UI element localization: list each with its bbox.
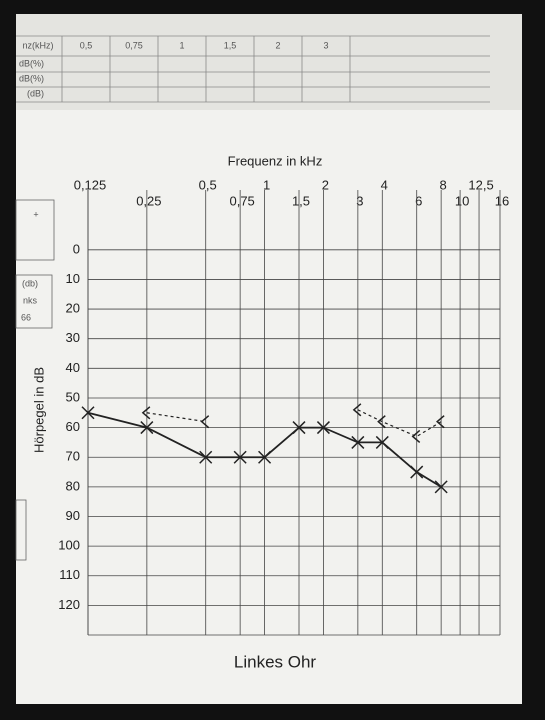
data-point xyxy=(377,415,386,429)
side-box xyxy=(15,499,27,561)
data-point xyxy=(292,421,306,435)
x-tick-label: 2 xyxy=(322,177,329,192)
data-point xyxy=(258,450,272,464)
data-point xyxy=(435,415,445,429)
data-point xyxy=(233,450,247,464)
table-row-label: (dB) xyxy=(27,88,44,98)
series-line xyxy=(146,409,442,438)
table-cell: 0,5 xyxy=(80,40,93,50)
table-cell: 3 xyxy=(323,40,328,50)
x-axis-label: Frequenz in kHz xyxy=(228,153,323,168)
x-tick-label: 3 xyxy=(356,193,363,208)
data-point xyxy=(200,415,210,429)
x-tick-label: 1,5 xyxy=(292,193,310,208)
x-tick-label: 0,125 xyxy=(74,177,107,192)
table-row-label: dB(%) xyxy=(19,73,44,83)
data-point xyxy=(352,403,362,417)
y-tick-label: 70 xyxy=(66,449,80,464)
y-tick-label: 100 xyxy=(58,538,80,553)
x-tick-label: 6 xyxy=(415,193,422,208)
data-point xyxy=(351,435,365,449)
data-point xyxy=(199,450,213,464)
data-point xyxy=(410,465,424,479)
side-box xyxy=(15,199,55,261)
y-tick-label: 80 xyxy=(66,478,80,493)
table-cell: 1 xyxy=(179,40,184,50)
side-fragment: (db) xyxy=(22,278,38,288)
table-cell: nz(kHz) xyxy=(23,40,54,50)
y-axis-label: Hörpegel in dB xyxy=(31,367,46,453)
y-tick-label: 30 xyxy=(66,330,80,345)
data-point xyxy=(141,406,151,420)
side-fragment: 66 xyxy=(21,312,31,322)
y-tick-label: 90 xyxy=(66,508,80,523)
table-cell: 1,5 xyxy=(224,40,237,50)
data-point xyxy=(81,406,95,420)
x-tick-label: 8 xyxy=(440,177,447,192)
data-point xyxy=(316,421,330,435)
table-cell: 2 xyxy=(275,40,280,50)
x-tick-label: 12,5 xyxy=(468,177,493,192)
y-tick-label: 10 xyxy=(66,271,80,286)
paper xyxy=(16,14,522,704)
x-tick-label: 16 xyxy=(495,193,509,208)
side-fragment: nks xyxy=(23,295,38,305)
y-tick-label: 110 xyxy=(59,567,80,582)
x-tick-label: 10 xyxy=(455,193,469,208)
side-fragment: + xyxy=(33,209,38,219)
y-tick-label: 50 xyxy=(66,389,80,404)
x-tick-label: 1 xyxy=(263,177,270,192)
y-tick-label: 60 xyxy=(66,419,80,434)
x-tick-label: 4 xyxy=(381,177,388,192)
table-row-label: dB(%) xyxy=(19,58,44,68)
side-box xyxy=(15,274,53,329)
x-tick-label: 0,25 xyxy=(136,193,161,208)
data-point xyxy=(434,480,448,494)
y-tick-label: 40 xyxy=(66,360,80,375)
data-point xyxy=(140,421,154,435)
chart-title: Linkes Ohr xyxy=(234,652,317,671)
y-tick-label: 0 xyxy=(73,241,80,256)
y-tick-label: 120 xyxy=(58,597,80,612)
data-point xyxy=(411,429,421,444)
paper-shade xyxy=(16,14,522,110)
y-tick-label: 20 xyxy=(66,301,80,316)
table-cell: 0,75 xyxy=(125,40,143,50)
x-tick-label: 0,5 xyxy=(199,177,217,192)
x-tick-label: 0,75 xyxy=(229,193,254,208)
data-point xyxy=(375,435,389,449)
